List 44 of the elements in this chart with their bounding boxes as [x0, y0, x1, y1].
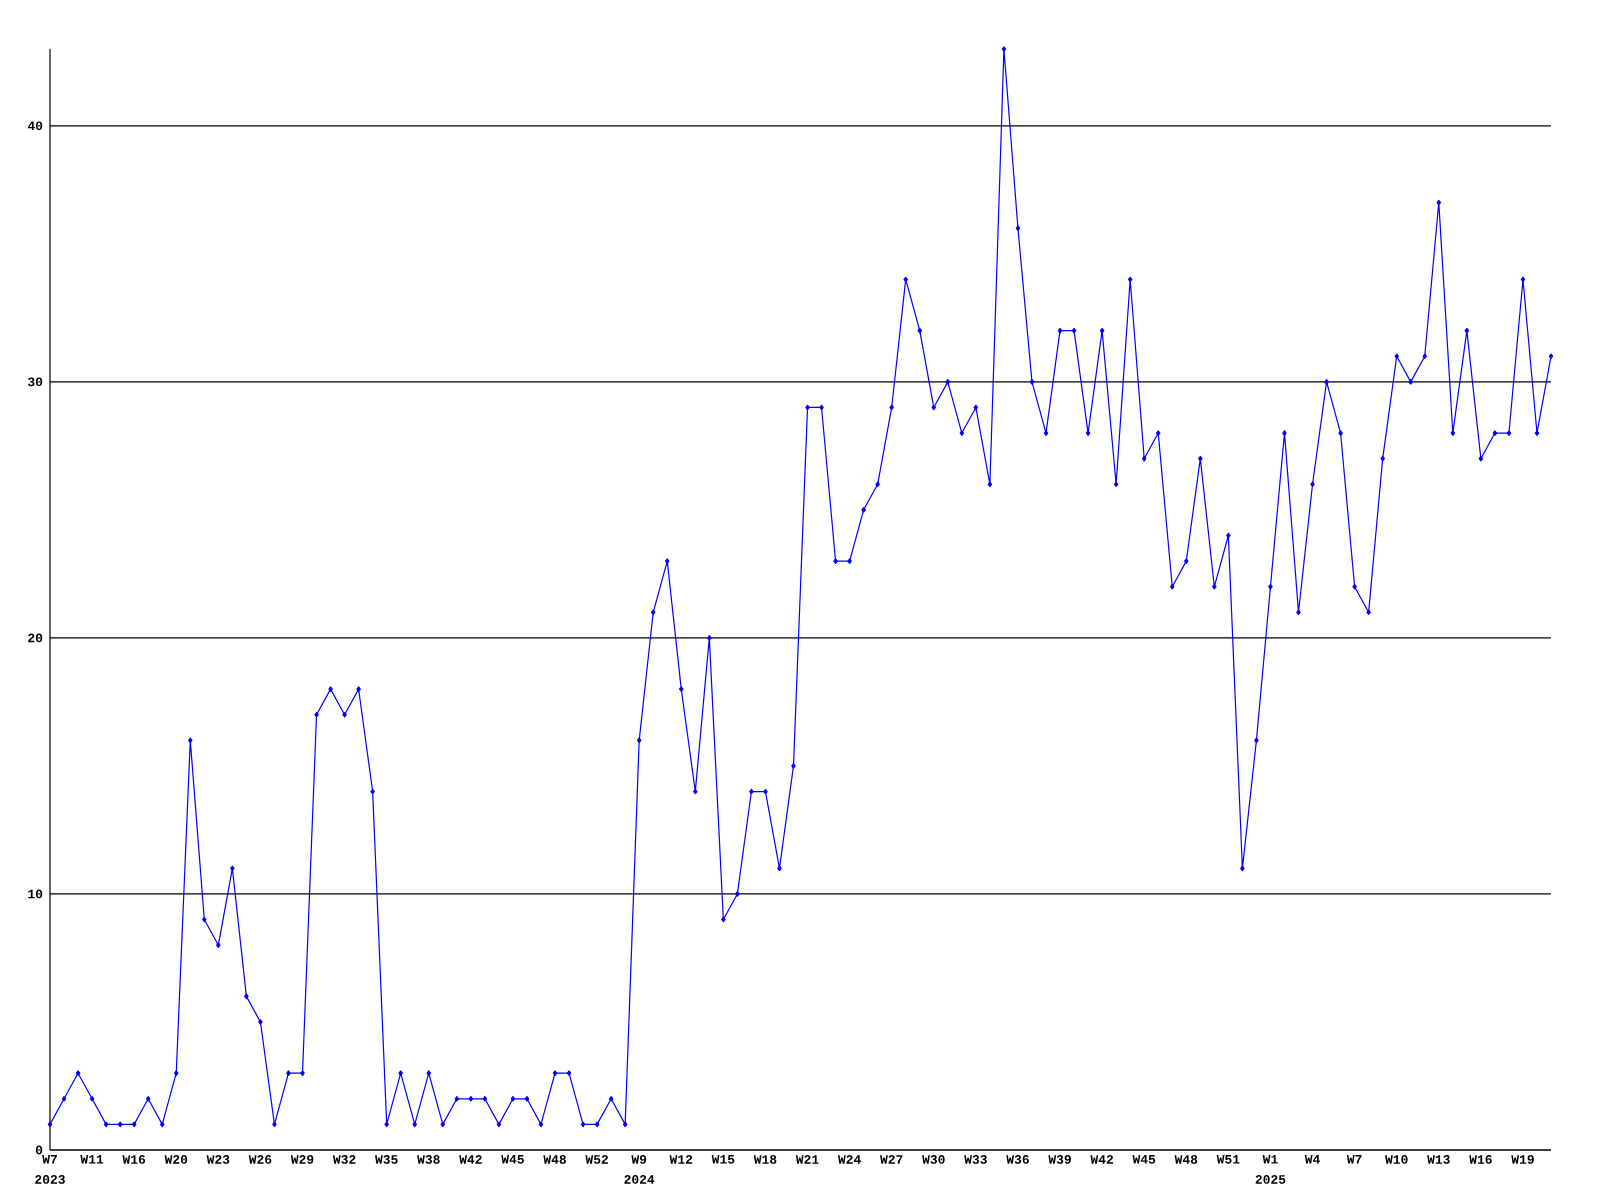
text: 2023: [35, 1175, 65, 1184]
y-tick-label: 20: [28, 633, 43, 643]
x-tick-label: W20: [164, 1155, 188, 1164]
y-tick-label: 0: [35, 1145, 43, 1155]
x-tick-label: W45: [1132, 1155, 1156, 1164]
x-tick-label: W39: [1048, 1155, 1071, 1164]
x-tick-label: W30: [922, 1155, 945, 1164]
x-tick-label: W12: [669, 1155, 693, 1164]
x-tick-label: W32: [332, 1155, 356, 1164]
x-tick-label: W1: [1262, 1155, 1278, 1164]
x-tick-label: W29: [290, 1155, 314, 1164]
y-tick-label: 40: [27, 121, 43, 131]
x-tick-label: W7: [42, 1155, 57, 1164]
x-tick-label: W48: [1174, 1155, 1198, 1164]
y-tick-label: 10: [28, 889, 43, 899]
x-tick-label: W9: [631, 1155, 647, 1164]
text: 2025: [1255, 1175, 1286, 1184]
x-tick-label: W45: [501, 1155, 524, 1164]
x-tick-label: W19: [1511, 1155, 1534, 1164]
x-tick-label: W27: [880, 1155, 903, 1164]
x-tick-label: W7: [1346, 1155, 1362, 1164]
x-tick-label: W26: [248, 1155, 272, 1164]
x-tick-label: W21: [795, 1155, 819, 1164]
x-tick-label: W11: [80, 1155, 104, 1164]
x-tick-label: W24: [837, 1155, 861, 1164]
x-tick-label: W10: [1385, 1155, 1408, 1164]
x-tick-label: W52: [585, 1155, 608, 1164]
x-tick-label: W36: [1006, 1155, 1029, 1164]
x-tick-label: W4: [1304, 1155, 1320, 1164]
x-tick-label: W51: [1216, 1155, 1240, 1164]
x-tick-label: W38: [417, 1155, 440, 1164]
x-tick-label: W48: [543, 1155, 566, 1164]
x-tick-label: W16: [122, 1155, 146, 1164]
x-tick-label: W16: [1469, 1155, 1492, 1164]
text: 2024: [624, 1175, 655, 1184]
x-tick-label: W13: [1427, 1155, 1450, 1164]
x-tick-label: W42: [1090, 1155, 1113, 1164]
x-tick-label: W35: [375, 1155, 398, 1164]
x-tick-label: W42: [459, 1155, 482, 1164]
x-tick-label: W18: [753, 1155, 777, 1164]
y-tick-label: 30: [28, 377, 43, 387]
x-tick-label: W23: [206, 1155, 230, 1164]
x-tick-label: W15: [711, 1155, 735, 1164]
x-tick-label: W33: [964, 1155, 987, 1164]
